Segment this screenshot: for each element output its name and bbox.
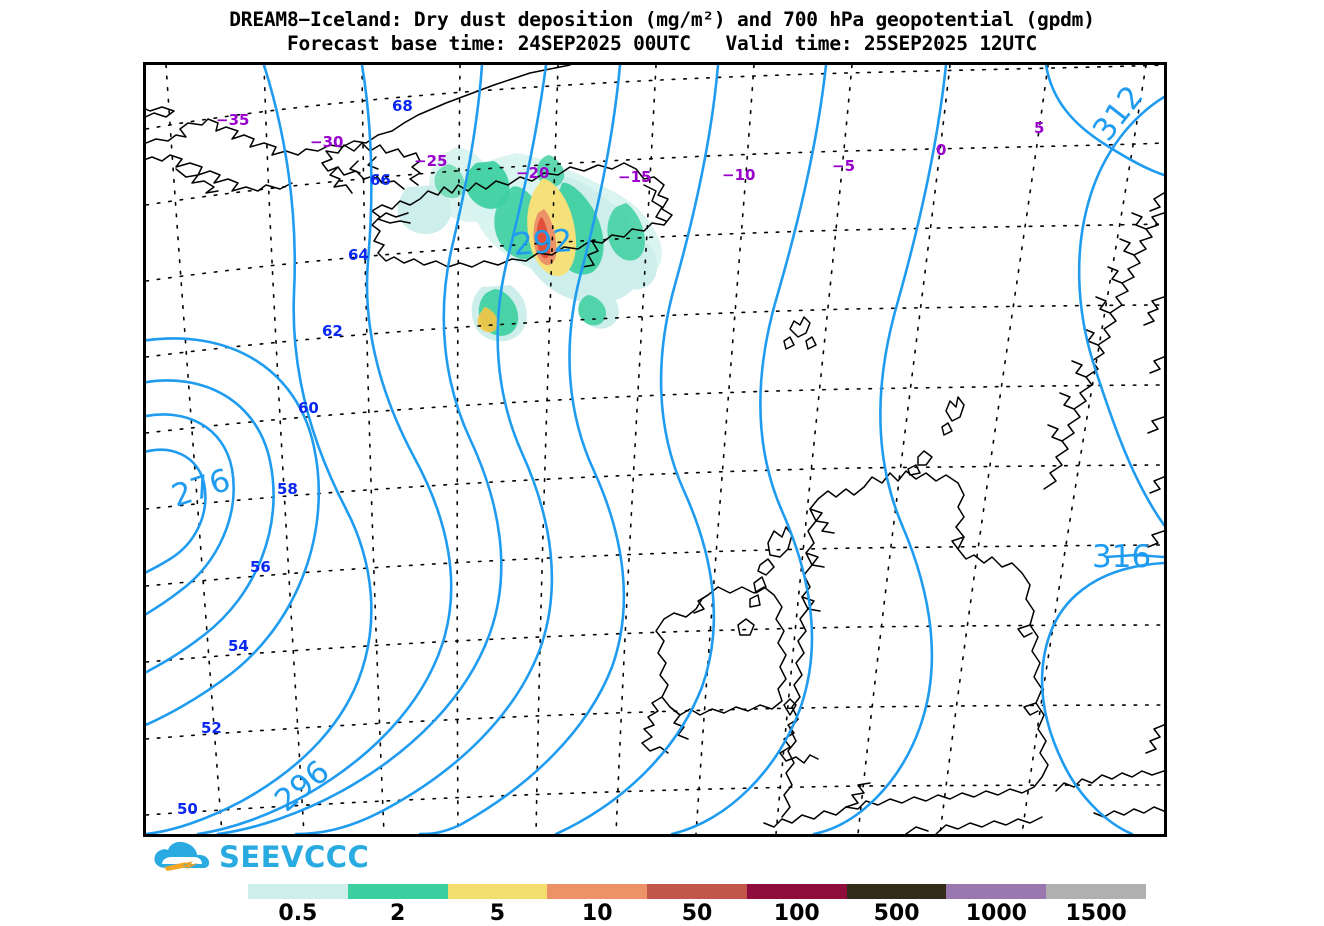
colorbar-segment-1 bbox=[347, 884, 448, 899]
seevccc-logo[interactable]: SEEVCCC bbox=[152, 838, 369, 876]
lat-label-56: 56 bbox=[250, 558, 271, 576]
colorbar-segment-2 bbox=[447, 884, 548, 899]
lat-label-64: 64 bbox=[348, 246, 369, 264]
colorbar-label-2: 2 bbox=[390, 901, 406, 926]
lat-label-58: 58 bbox=[277, 480, 298, 498]
seevccc-logo-text: SEEVCCC bbox=[219, 839, 370, 874]
longitude-label-layer: −35 −30 −25 −20 −15 −10 −5 0 5 bbox=[216, 111, 1044, 186]
colorbar-segment-5 bbox=[746, 884, 847, 899]
cloud-arrow-icon bbox=[152, 840, 214, 874]
geopotential-contour-layer bbox=[146, 65, 1164, 834]
lon-label-m20: −20 bbox=[516, 164, 549, 182]
dust-deposition-layer bbox=[397, 147, 662, 342]
gpdm-label-316: 316 bbox=[1092, 539, 1151, 575]
colorbar-segment-7 bbox=[946, 884, 1047, 899]
gpdm-label-292: 292 bbox=[512, 223, 574, 263]
colorbar-gradient bbox=[248, 884, 1147, 899]
colorbar-label-50: 50 bbox=[681, 901, 713, 926]
lon-label-5: 5 bbox=[1034, 119, 1044, 137]
colorbar-label-0p5: 0.5 bbox=[278, 901, 318, 926]
map-panel[interactable]: 276 292 296 312 316 68 66 64 62 60 58 56… bbox=[143, 62, 1167, 837]
title-line-1: DREAM8−Iceland: Dry dust deposition (mg/… bbox=[229, 8, 1095, 31]
lon-label-m5: −5 bbox=[832, 157, 855, 175]
lon-label-0: 0 bbox=[936, 141, 946, 159]
title-line-2: Forecast base time: 24SEP2025 00UTC Vali… bbox=[286, 32, 1038, 55]
lat-label-52: 52 bbox=[201, 719, 222, 737]
coastline-layer bbox=[146, 65, 1164, 834]
colorbar-label-1500: 1500 bbox=[1065, 901, 1127, 926]
lat-label-54: 54 bbox=[228, 637, 249, 655]
map-canvas: 276 292 296 312 316 68 66 64 62 60 58 56… bbox=[146, 65, 1164, 834]
chart-title-block: DREAM8−Iceland: Dry dust deposition (mg/… bbox=[0, 8, 1324, 56]
colorbar-segment-3 bbox=[547, 884, 648, 899]
colorbar-label-500: 500 bbox=[873, 901, 920, 926]
gpdm-label-276: 276 bbox=[167, 462, 234, 515]
colorbar-segment-8 bbox=[1046, 884, 1147, 899]
colorbar-segment-0 bbox=[248, 884, 348, 899]
colorbar-label-10: 10 bbox=[581, 901, 613, 926]
colorbar-label-5: 5 bbox=[489, 901, 506, 926]
lat-label-50: 50 bbox=[177, 800, 198, 818]
lon-label-m30: −30 bbox=[310, 133, 343, 151]
lat-label-68: 68 bbox=[392, 97, 413, 115]
lon-label-m15: −15 bbox=[618, 168, 651, 186]
colorbar-segment-6 bbox=[846, 884, 947, 899]
colorbar-label-100: 100 bbox=[773, 901, 820, 926]
lon-label-m35: −35 bbox=[216, 111, 249, 129]
graticule-layer bbox=[146, 65, 1164, 834]
lat-label-62: 62 bbox=[322, 322, 343, 340]
lat-label-60: 60 bbox=[298, 399, 319, 417]
lon-label-m25: −25 bbox=[414, 152, 447, 170]
colorbar-tick-labels: 0.5 2 5 10 50 100 500 1000 1500 bbox=[0, 901, 1324, 926]
latitude-label-layer: 68 66 64 62 60 58 56 54 52 50 bbox=[177, 97, 413, 818]
lon-label-m10: −10 bbox=[722, 166, 755, 184]
colorbar-label-1000: 1000 bbox=[965, 901, 1027, 926]
colorbar-block: 0.5 2 5 10 50 100 500 1000 1500 bbox=[0, 884, 1324, 926]
colorbar-segment-4 bbox=[647, 884, 747, 899]
lat-label-66: 66 bbox=[370, 171, 391, 189]
